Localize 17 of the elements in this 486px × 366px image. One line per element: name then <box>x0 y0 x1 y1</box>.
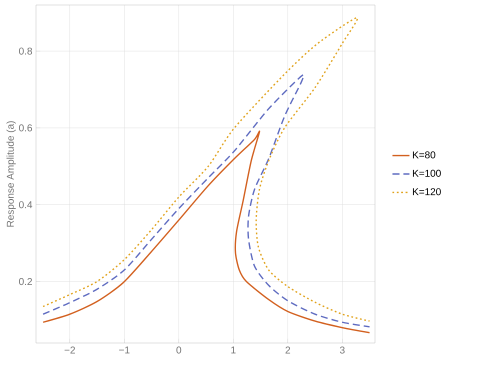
line-series <box>42 75 370 328</box>
legend-label: K=100 <box>412 170 441 177</box>
y-tick-label: 0.6 <box>19 124 32 132</box>
y-tick-label: 0.2 <box>19 278 32 286</box>
x-tick-label: 1 <box>231 346 236 354</box>
x-tick-label: −1 <box>119 346 130 354</box>
x-tick-label: 2 <box>286 346 290 354</box>
x-tick-label: 3 <box>340 346 345 354</box>
legend-label: K=120 <box>412 188 441 196</box>
x-tick-label: −2 <box>64 346 75 354</box>
x-tick-label: 0 <box>176 346 182 354</box>
y-axis-title: Response Amplitude (a) <box>6 121 16 227</box>
y-tick-label: 0.8 <box>19 48 32 55</box>
legend-label: K=80 <box>412 151 436 158</box>
line-series <box>42 131 370 334</box>
line-series <box>42 16 370 322</box>
y-tick-label: 0.4 <box>19 201 32 208</box>
